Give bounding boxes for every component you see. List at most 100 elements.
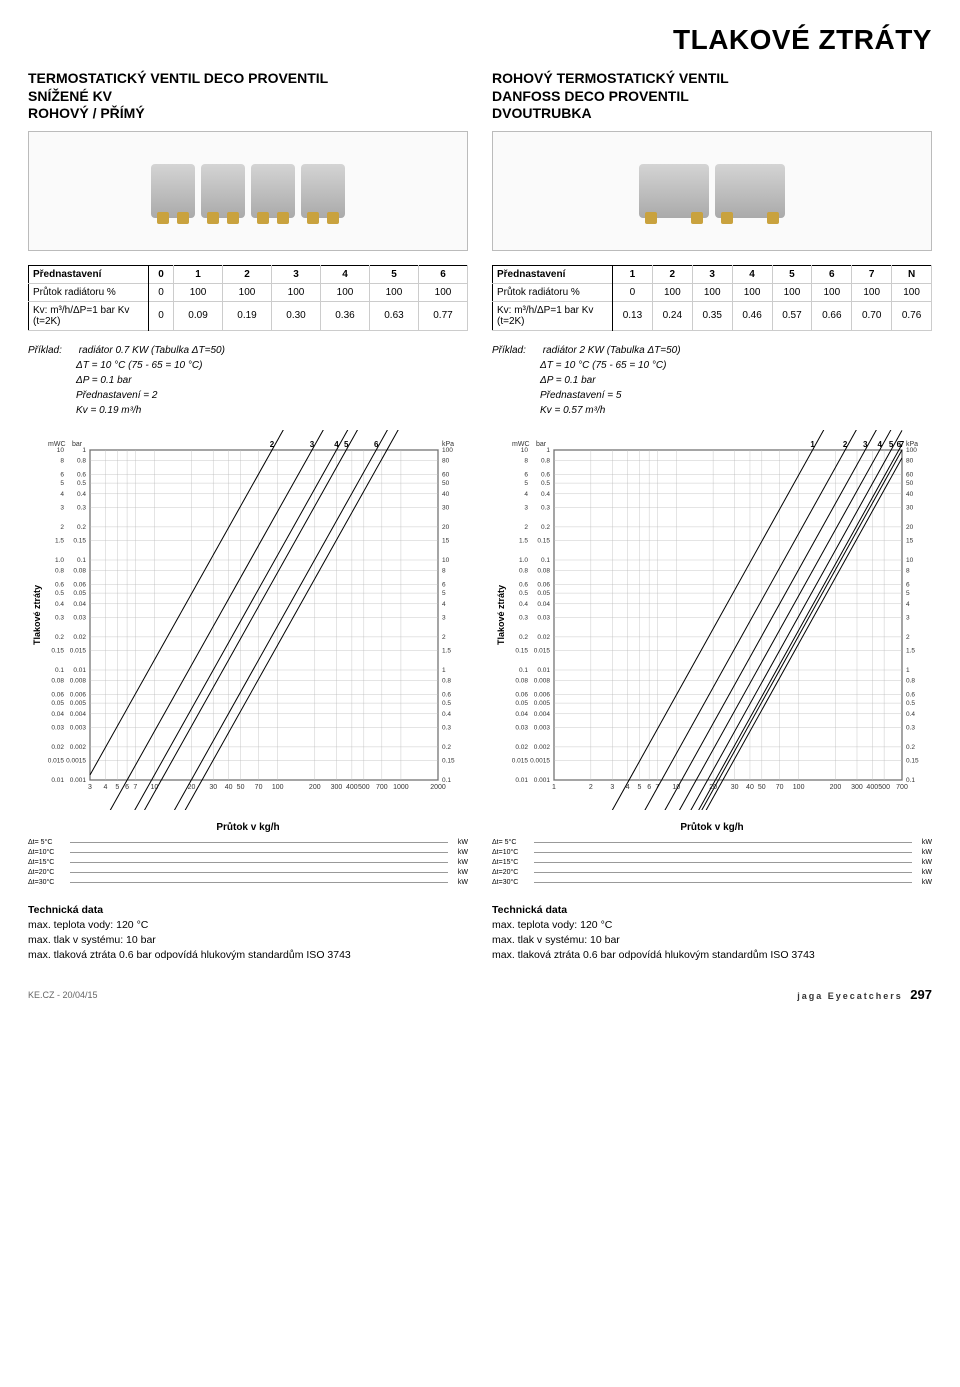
svg-text:40: 40 — [225, 784, 233, 791]
svg-text:0.08: 0.08 — [515, 677, 528, 684]
svg-text:0.05: 0.05 — [537, 590, 550, 597]
title-line: ROHOVÝ / PŘÍMÝ — [28, 105, 145, 121]
svg-text:6: 6 — [647, 784, 651, 791]
svg-text:0.02: 0.02 — [51, 743, 64, 750]
svg-text:0.015: 0.015 — [70, 647, 87, 654]
svg-text:50: 50 — [906, 480, 914, 487]
left-dt-scales: Δt= 5°CkWΔt=10°CkWΔt=15°CkWΔt=20°CkWΔt=3… — [28, 839, 468, 889]
main-title: TLAKOVÉ ZTRÁTY — [28, 24, 932, 56]
svg-text:6: 6 — [906, 581, 910, 588]
svg-text:400: 400 — [346, 784, 358, 791]
svg-text:200: 200 — [830, 784, 842, 791]
svg-text:0.03: 0.03 — [51, 724, 64, 731]
svg-text:500: 500 — [878, 784, 890, 791]
svg-text:kPa: kPa — [442, 441, 454, 448]
svg-text:6: 6 — [442, 581, 446, 588]
tech-heading: Technická data — [28, 903, 468, 918]
svg-text:15: 15 — [442, 537, 450, 544]
svg-text:0.4: 0.4 — [541, 490, 550, 497]
svg-text:0.5: 0.5 — [55, 590, 64, 597]
svg-text:0.8: 0.8 — [906, 677, 915, 684]
svg-text:10: 10 — [57, 447, 65, 454]
svg-text:3: 3 — [863, 440, 868, 449]
svg-text:0.3: 0.3 — [541, 504, 550, 511]
svg-text:1000: 1000 — [393, 784, 409, 791]
title-line: TERMOSTATICKÝ VENTIL DECO PROVENTIL — [28, 70, 328, 86]
svg-text:0.003: 0.003 — [70, 724, 87, 731]
svg-text:1.5: 1.5 — [55, 537, 64, 544]
svg-text:3: 3 — [610, 784, 614, 791]
svg-text:0.5: 0.5 — [519, 590, 528, 597]
right-preset-table: Přednastavení1234567NPrůtok radiátoru %0… — [492, 265, 932, 331]
svg-text:0.03: 0.03 — [515, 724, 528, 731]
svg-text:0.1: 0.1 — [906, 777, 915, 784]
svg-text:0.04: 0.04 — [51, 710, 64, 717]
left-tech-data: Technická data max. teplota vody: 120 °C… — [28, 903, 468, 964]
valve-image — [201, 164, 245, 218]
svg-text:4: 4 — [524, 490, 528, 497]
svg-text:80: 80 — [442, 457, 450, 464]
svg-text:0.3: 0.3 — [442, 724, 451, 731]
svg-text:0.1: 0.1 — [519, 667, 528, 674]
right-section-title: ROHOVÝ TERMOSTATICKÝ VENTIL DANFOSS DECO… — [492, 70, 932, 123]
svg-text:20: 20 — [906, 523, 914, 530]
flow-label: Průtok v kg/h — [492, 822, 932, 833]
svg-text:bar: bar — [536, 441, 547, 448]
page-footer: KE.CZ - 20/04/15 jaga Eyecatchers 297 — [28, 981, 932, 1002]
title-line: DANFOSS DECO PROVENTIL — [492, 88, 689, 104]
svg-text:0.008: 0.008 — [70, 677, 87, 684]
svg-text:1.0: 1.0 — [55, 557, 64, 564]
svg-text:0.1: 0.1 — [541, 557, 550, 564]
svg-text:2000: 2000 — [430, 784, 446, 791]
svg-text:3: 3 — [310, 440, 315, 449]
svg-text:0.15: 0.15 — [537, 537, 550, 544]
right-example: Příklad: radiátor 2 KW (Tabulka ΔT=50)ΔT… — [492, 343, 932, 418]
svg-text:6: 6 — [524, 471, 528, 478]
svg-text:100: 100 — [272, 784, 284, 791]
svg-text:0.01: 0.01 — [515, 777, 528, 784]
left-section-title: TERMOSTATICKÝ VENTIL DECO PROVENTIL SNÍŽ… — [28, 70, 468, 123]
svg-text:3: 3 — [442, 614, 446, 621]
svg-text:1.5: 1.5 — [519, 537, 528, 544]
svg-text:0.004: 0.004 — [70, 710, 87, 717]
svg-text:0.004: 0.004 — [534, 710, 551, 717]
tech-heading: Technická data — [492, 903, 932, 918]
svg-text:0.1: 0.1 — [55, 667, 64, 674]
svg-text:0.15: 0.15 — [51, 647, 64, 654]
svg-text:0.8: 0.8 — [77, 457, 86, 464]
svg-text:0.008: 0.008 — [534, 677, 551, 684]
svg-text:0.006: 0.006 — [70, 691, 87, 698]
svg-text:0.02: 0.02 — [537, 633, 550, 640]
svg-text:0.006: 0.006 — [534, 691, 551, 698]
svg-text:0.6: 0.6 — [906, 691, 915, 698]
svg-text:0.001: 0.001 — [534, 777, 551, 784]
svg-text:4: 4 — [442, 600, 446, 607]
svg-text:20: 20 — [442, 523, 450, 530]
svg-text:0.8: 0.8 — [519, 567, 528, 574]
svg-text:0.02: 0.02 — [515, 743, 528, 750]
svg-text:0.6: 0.6 — [541, 471, 550, 478]
svg-text:0.06: 0.06 — [51, 691, 64, 698]
svg-text:3: 3 — [524, 504, 528, 511]
title-line: SNÍŽENÉ KV — [28, 88, 112, 104]
valve-image — [639, 164, 709, 218]
svg-text:0.015: 0.015 — [48, 757, 65, 764]
right-column: ROHOVÝ TERMOSTATICKÝ VENTIL DANFOSS DECO… — [492, 70, 932, 963]
svg-text:6: 6 — [125, 784, 129, 791]
svg-text:40: 40 — [746, 784, 754, 791]
svg-text:0.3: 0.3 — [55, 614, 64, 621]
svg-text:10: 10 — [521, 447, 529, 454]
svg-text:5: 5 — [115, 784, 119, 791]
svg-text:0.3: 0.3 — [77, 504, 86, 511]
svg-text:7: 7 — [900, 440, 905, 449]
svg-text:50: 50 — [442, 480, 450, 487]
svg-text:2: 2 — [442, 633, 446, 640]
left-chart: 3456710203040507010020030040050070010002… — [28, 430, 468, 810]
svg-text:1.0: 1.0 — [519, 557, 528, 564]
svg-text:10: 10 — [906, 557, 914, 564]
svg-text:300: 300 — [331, 784, 343, 791]
svg-text:5: 5 — [344, 440, 349, 449]
svg-text:0.005: 0.005 — [70, 700, 87, 707]
svg-text:0.5: 0.5 — [541, 480, 550, 487]
svg-text:40: 40 — [906, 490, 914, 497]
